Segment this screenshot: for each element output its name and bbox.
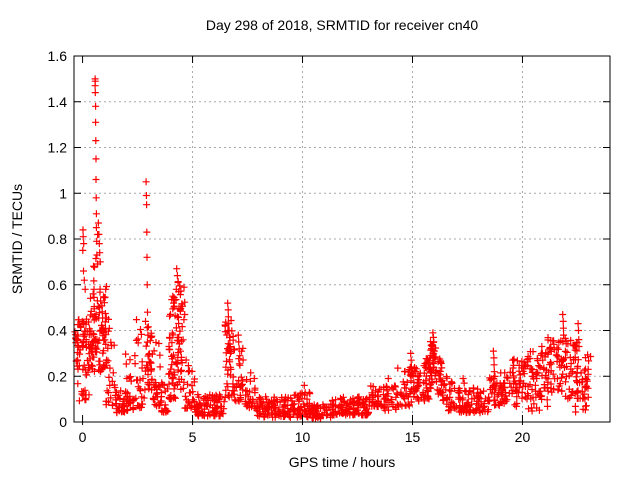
x-tick-label: 10	[295, 429, 311, 445]
y-tick-label: 1.6	[48, 48, 68, 64]
x-axis-label: GPS time / hours	[289, 454, 396, 470]
y-tick-label: 0.6	[48, 277, 68, 293]
axis-layer: 0 0.2 0.4 0.6 0.8 1 1.2 1.4 1.6 0 5 10 15 20	[48, 48, 611, 445]
y-tick-label: 1.2	[48, 140, 68, 156]
y-tick-label: 0.4	[48, 323, 68, 339]
x-tick-label: 15	[405, 429, 421, 445]
x-tick-label: 20	[515, 429, 531, 445]
chart-title: Day 298 of 2018, SRMTID for receiver cn4…	[206, 17, 479, 33]
y-tick-label: 1	[59, 185, 67, 201]
x-tick-label: 0	[79, 429, 87, 445]
y-tick-label: 0.2	[48, 368, 68, 384]
scatter-points	[71, 75, 595, 422]
data-layer	[71, 75, 595, 422]
y-axis-label: SRMTID / TECUs	[9, 184, 25, 294]
y-tick-label: 1.4	[48, 94, 68, 110]
y-tick-label: 0.8	[48, 231, 68, 247]
y-tick-label: 0	[59, 414, 67, 430]
x-tick-label: 5	[189, 429, 197, 445]
